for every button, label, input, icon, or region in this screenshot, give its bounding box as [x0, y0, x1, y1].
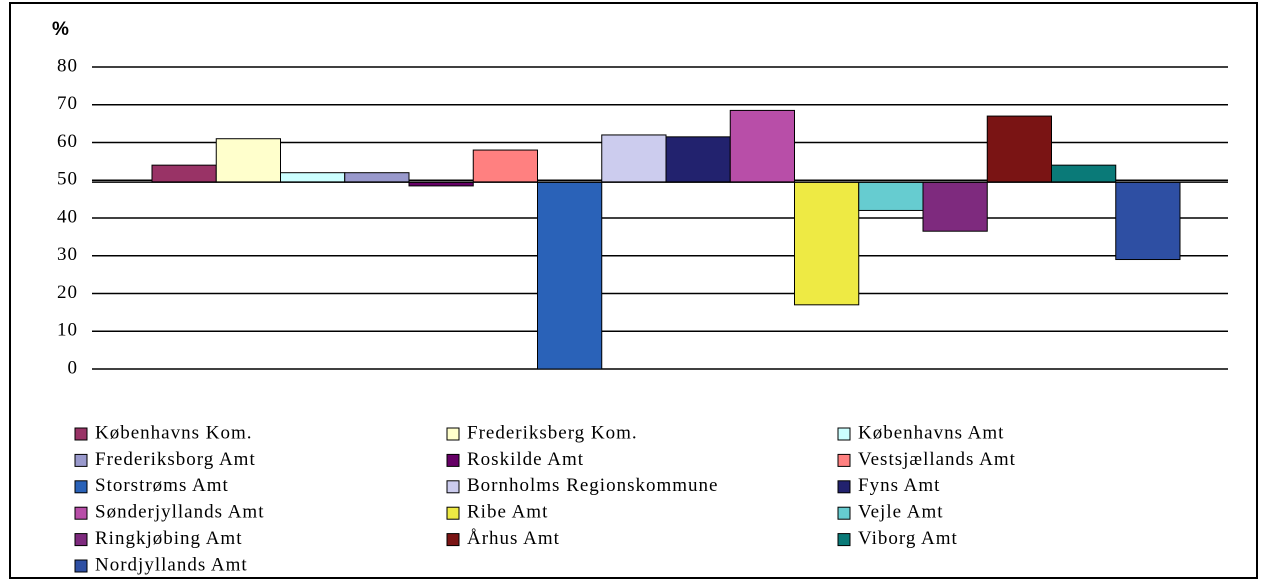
legend-label: Storstrøms Amt	[95, 475, 229, 496]
bar	[215, 138, 281, 183]
y-tick-label: 70	[57, 93, 78, 114]
legend-swatch	[837, 506, 851, 520]
bar	[151, 164, 217, 183]
bar	[729, 109, 795, 183]
legend-label: Bornholms Regionskommune	[467, 475, 718, 496]
legend-label: Frederiksborg Amt	[95, 449, 256, 470]
bar	[537, 181, 603, 370]
legend-label: Vejle Amt	[858, 502, 944, 523]
legend-label: Viborg Amt	[858, 528, 958, 549]
legend-label: Nordjyllands Amt	[95, 554, 248, 575]
legend-label: Århus Amt	[467, 528, 560, 549]
y-tick-label: 40	[57, 206, 78, 227]
legend-label: Frederiksberg Kom.	[467, 422, 638, 443]
legend-label: Københavns Kom.	[95, 422, 252, 443]
bar	[1051, 164, 1117, 183]
bar	[858, 181, 924, 211]
legend-swatch	[446, 533, 460, 547]
y-tick-label: 60	[57, 131, 78, 152]
y-tick-label: 0	[68, 357, 79, 378]
bar	[472, 149, 538, 183]
bar	[665, 136, 731, 183]
legend-label: Ribe Amt	[467, 502, 548, 523]
y-tick-label: 80	[57, 55, 78, 76]
bar	[794, 181, 860, 306]
legend-label: Fyns Amt	[858, 475, 940, 496]
legend-swatch	[74, 480, 88, 494]
legend-swatch	[837, 533, 851, 547]
y-tick-label: 30	[57, 244, 78, 265]
bar	[986, 115, 1052, 183]
legend-label: Sønderjyllands Amt	[95, 502, 264, 523]
legend-swatch	[74, 453, 88, 467]
legend-swatch	[446, 453, 460, 467]
legend-label: Roskilde Amt	[467, 449, 584, 470]
y-tick-label: 10	[57, 320, 78, 341]
y-axis-label: %	[52, 19, 70, 40]
bar	[922, 181, 988, 232]
bar	[344, 172, 410, 183]
legend-swatch	[446, 427, 460, 441]
legend-label: Vestsjællands Amt	[858, 449, 1016, 470]
y-tick-label: 20	[57, 282, 78, 303]
legend-swatch	[837, 453, 851, 467]
legend-swatch	[74, 506, 88, 520]
legend-swatch	[74, 427, 88, 441]
legend-label: Københavns Amt	[858, 422, 1004, 443]
legend-swatch	[446, 506, 460, 520]
bar	[1115, 181, 1181, 261]
legend-swatch	[74, 533, 88, 547]
bar	[280, 172, 346, 183]
legend-swatch	[837, 480, 851, 494]
bar	[601, 134, 667, 183]
frame	[9, 2, 1258, 579]
y-tick-label: 50	[57, 169, 78, 190]
legend-swatch	[74, 559, 88, 573]
legend-swatch	[446, 480, 460, 494]
legend-swatch	[837, 427, 851, 441]
legend-label: Ringkjøbing Amt	[95, 528, 243, 549]
